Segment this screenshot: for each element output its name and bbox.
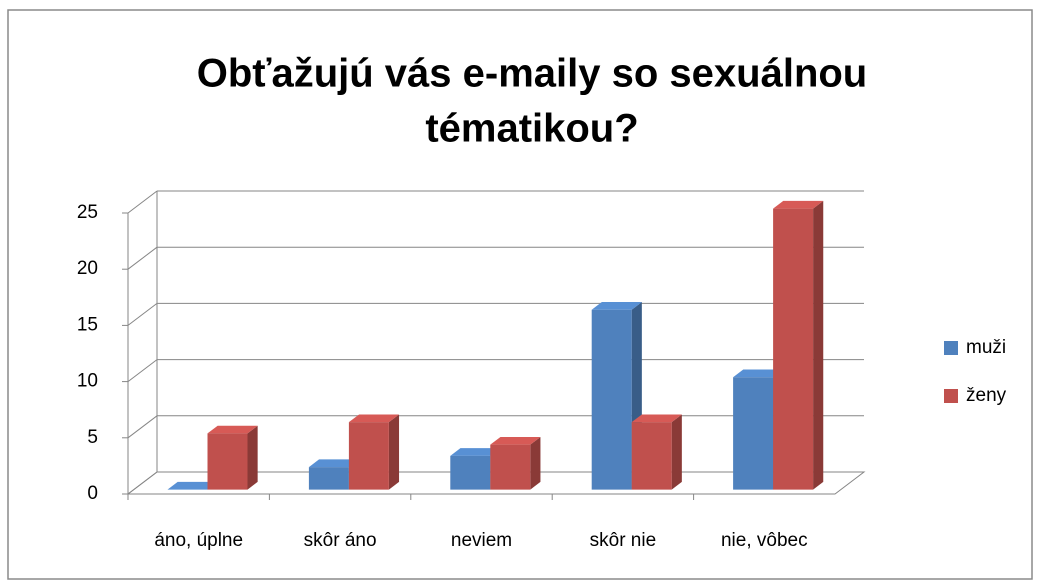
bar-face	[530, 436, 541, 490]
legend-label: ženy	[966, 385, 1007, 406]
grid-line	[127, 415, 158, 439]
x-tick-label: áno, úplne	[154, 530, 243, 551]
bar-face	[450, 448, 501, 456]
bar-face	[813, 200, 824, 490]
bar-face	[247, 425, 258, 490]
bar	[167, 481, 218, 490]
legend-swatch	[944, 341, 958, 355]
bar-face	[450, 455, 491, 490]
bar-face	[631, 414, 682, 423]
y-tick-label: 5	[87, 427, 98, 448]
chart-title: tématikou?	[425, 107, 638, 151]
bar-face	[773, 208, 814, 490]
bar-face	[591, 302, 642, 310]
y-tick-label: 0	[87, 483, 98, 504]
bar-face	[631, 422, 672, 490]
bar	[490, 436, 541, 490]
y-tick-label: 10	[77, 371, 98, 392]
bar-face	[348, 422, 389, 490]
x-tick-label: nie, vôbec	[721, 530, 808, 551]
bar-face	[773, 200, 824, 209]
bar	[631, 414, 682, 490]
bar-face	[490, 444, 531, 490]
bar-face	[308, 459, 360, 468]
y-tick-label: 25	[77, 202, 98, 223]
bar-face	[308, 467, 349, 490]
legend-label: muži	[966, 337, 1006, 358]
bar-face	[207, 433, 248, 490]
x-tick-label: skôr áno	[304, 530, 377, 551]
bar-face	[671, 414, 682, 490]
grid-line	[127, 190, 158, 214]
grid-line	[127, 303, 158, 326]
bar-face	[167, 481, 218, 490]
bar-face	[207, 425, 258, 434]
bar-face	[733, 369, 784, 378]
bar	[207, 425, 258, 490]
bar-face	[490, 436, 541, 445]
legend-swatch	[944, 389, 958, 403]
bar-face	[591, 309, 632, 490]
bar-face	[348, 414, 400, 423]
x-tick-label: neviem	[451, 530, 512, 551]
grid-line	[127, 359, 158, 382]
x-tick-label: skôr nie	[590, 530, 657, 551]
chart-title: Obťažujú vás e-maily so sexuálnou	[197, 52, 868, 96]
bar	[773, 200, 824, 490]
y-tick-label: 15	[77, 314, 98, 335]
grid-line	[127, 471, 158, 495]
bar-face	[733, 377, 774, 490]
grid-line	[127, 246, 158, 270]
bar-face	[388, 414, 400, 490]
bar	[348, 414, 400, 490]
y-tick-label: 20	[77, 258, 98, 279]
